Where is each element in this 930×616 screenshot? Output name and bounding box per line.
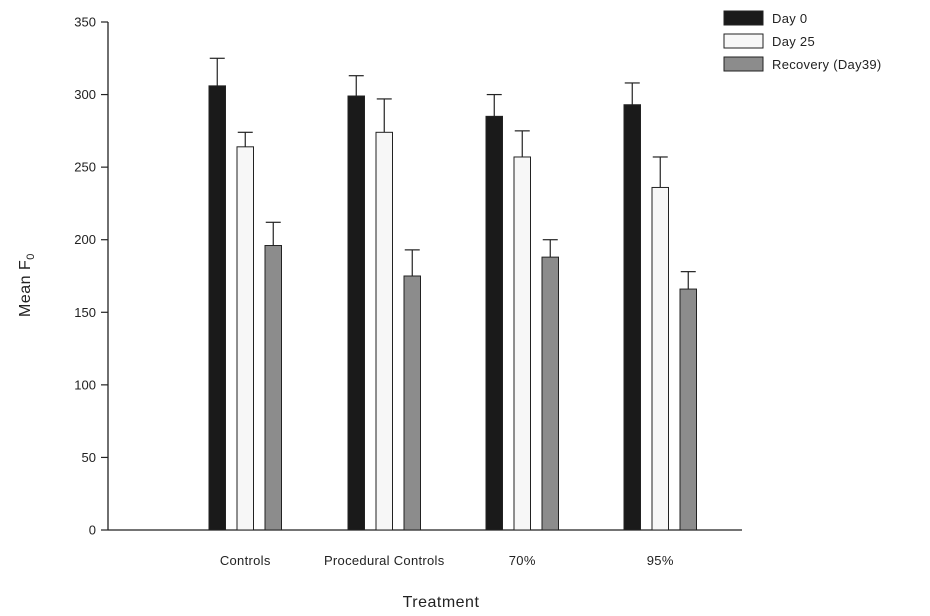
bar: [651, 186, 669, 531]
bar: [264, 245, 282, 531]
bar: [403, 275, 421, 531]
bar: [236, 146, 254, 531]
y-axis-title-main: Mean F: [17, 260, 34, 317]
category-labels: Controls Procedural Controls 70% 95%: [220, 553, 674, 568]
bars: [208, 57, 697, 531]
bar: [208, 85, 226, 531]
legend-swatch: [723, 10, 764, 26]
y-tick-label: 0: [89, 523, 96, 538]
x-tick-label: Controls: [220, 553, 271, 568]
y-tick-label: 250: [74, 160, 96, 175]
legend-label: Day 0: [772, 11, 807, 26]
legend: Day 0 Day 25 Recovery (Day39): [723, 10, 882, 72]
y-axis-title: Mean F0: [17, 253, 37, 317]
y-tick-label: 200: [74, 232, 96, 247]
legend-label: Day 25: [772, 34, 815, 49]
bar: [485, 115, 503, 531]
legend-swatch: [723, 56, 764, 72]
bar: [623, 104, 641, 531]
y-axis-title-subscript: 0: [25, 253, 37, 260]
bar: [541, 256, 559, 531]
x-tick-label: 95%: [647, 553, 674, 568]
bar: [375, 131, 393, 531]
y-ticks: 0 50 100 150 200 250 300 350: [74, 15, 108, 538]
bar: [513, 156, 531, 531]
legend-swatch: [723, 33, 764, 49]
bar: [679, 288, 697, 531]
y-tick-label: 150: [74, 305, 96, 320]
x-axis-title: Treatment: [403, 594, 480, 611]
x-tick-label: 70%: [509, 553, 536, 568]
bar: [347, 95, 365, 531]
x-tick-label: Procedural Controls: [324, 553, 445, 568]
legend-label: Recovery (Day39): [772, 57, 882, 72]
y-tick-label: 50: [82, 450, 96, 465]
axes: [107, 22, 742, 531]
y-tick-label: 100: [74, 377, 96, 392]
y-tick-label: 350: [74, 15, 96, 30]
y-tick-label: 300: [74, 87, 96, 102]
